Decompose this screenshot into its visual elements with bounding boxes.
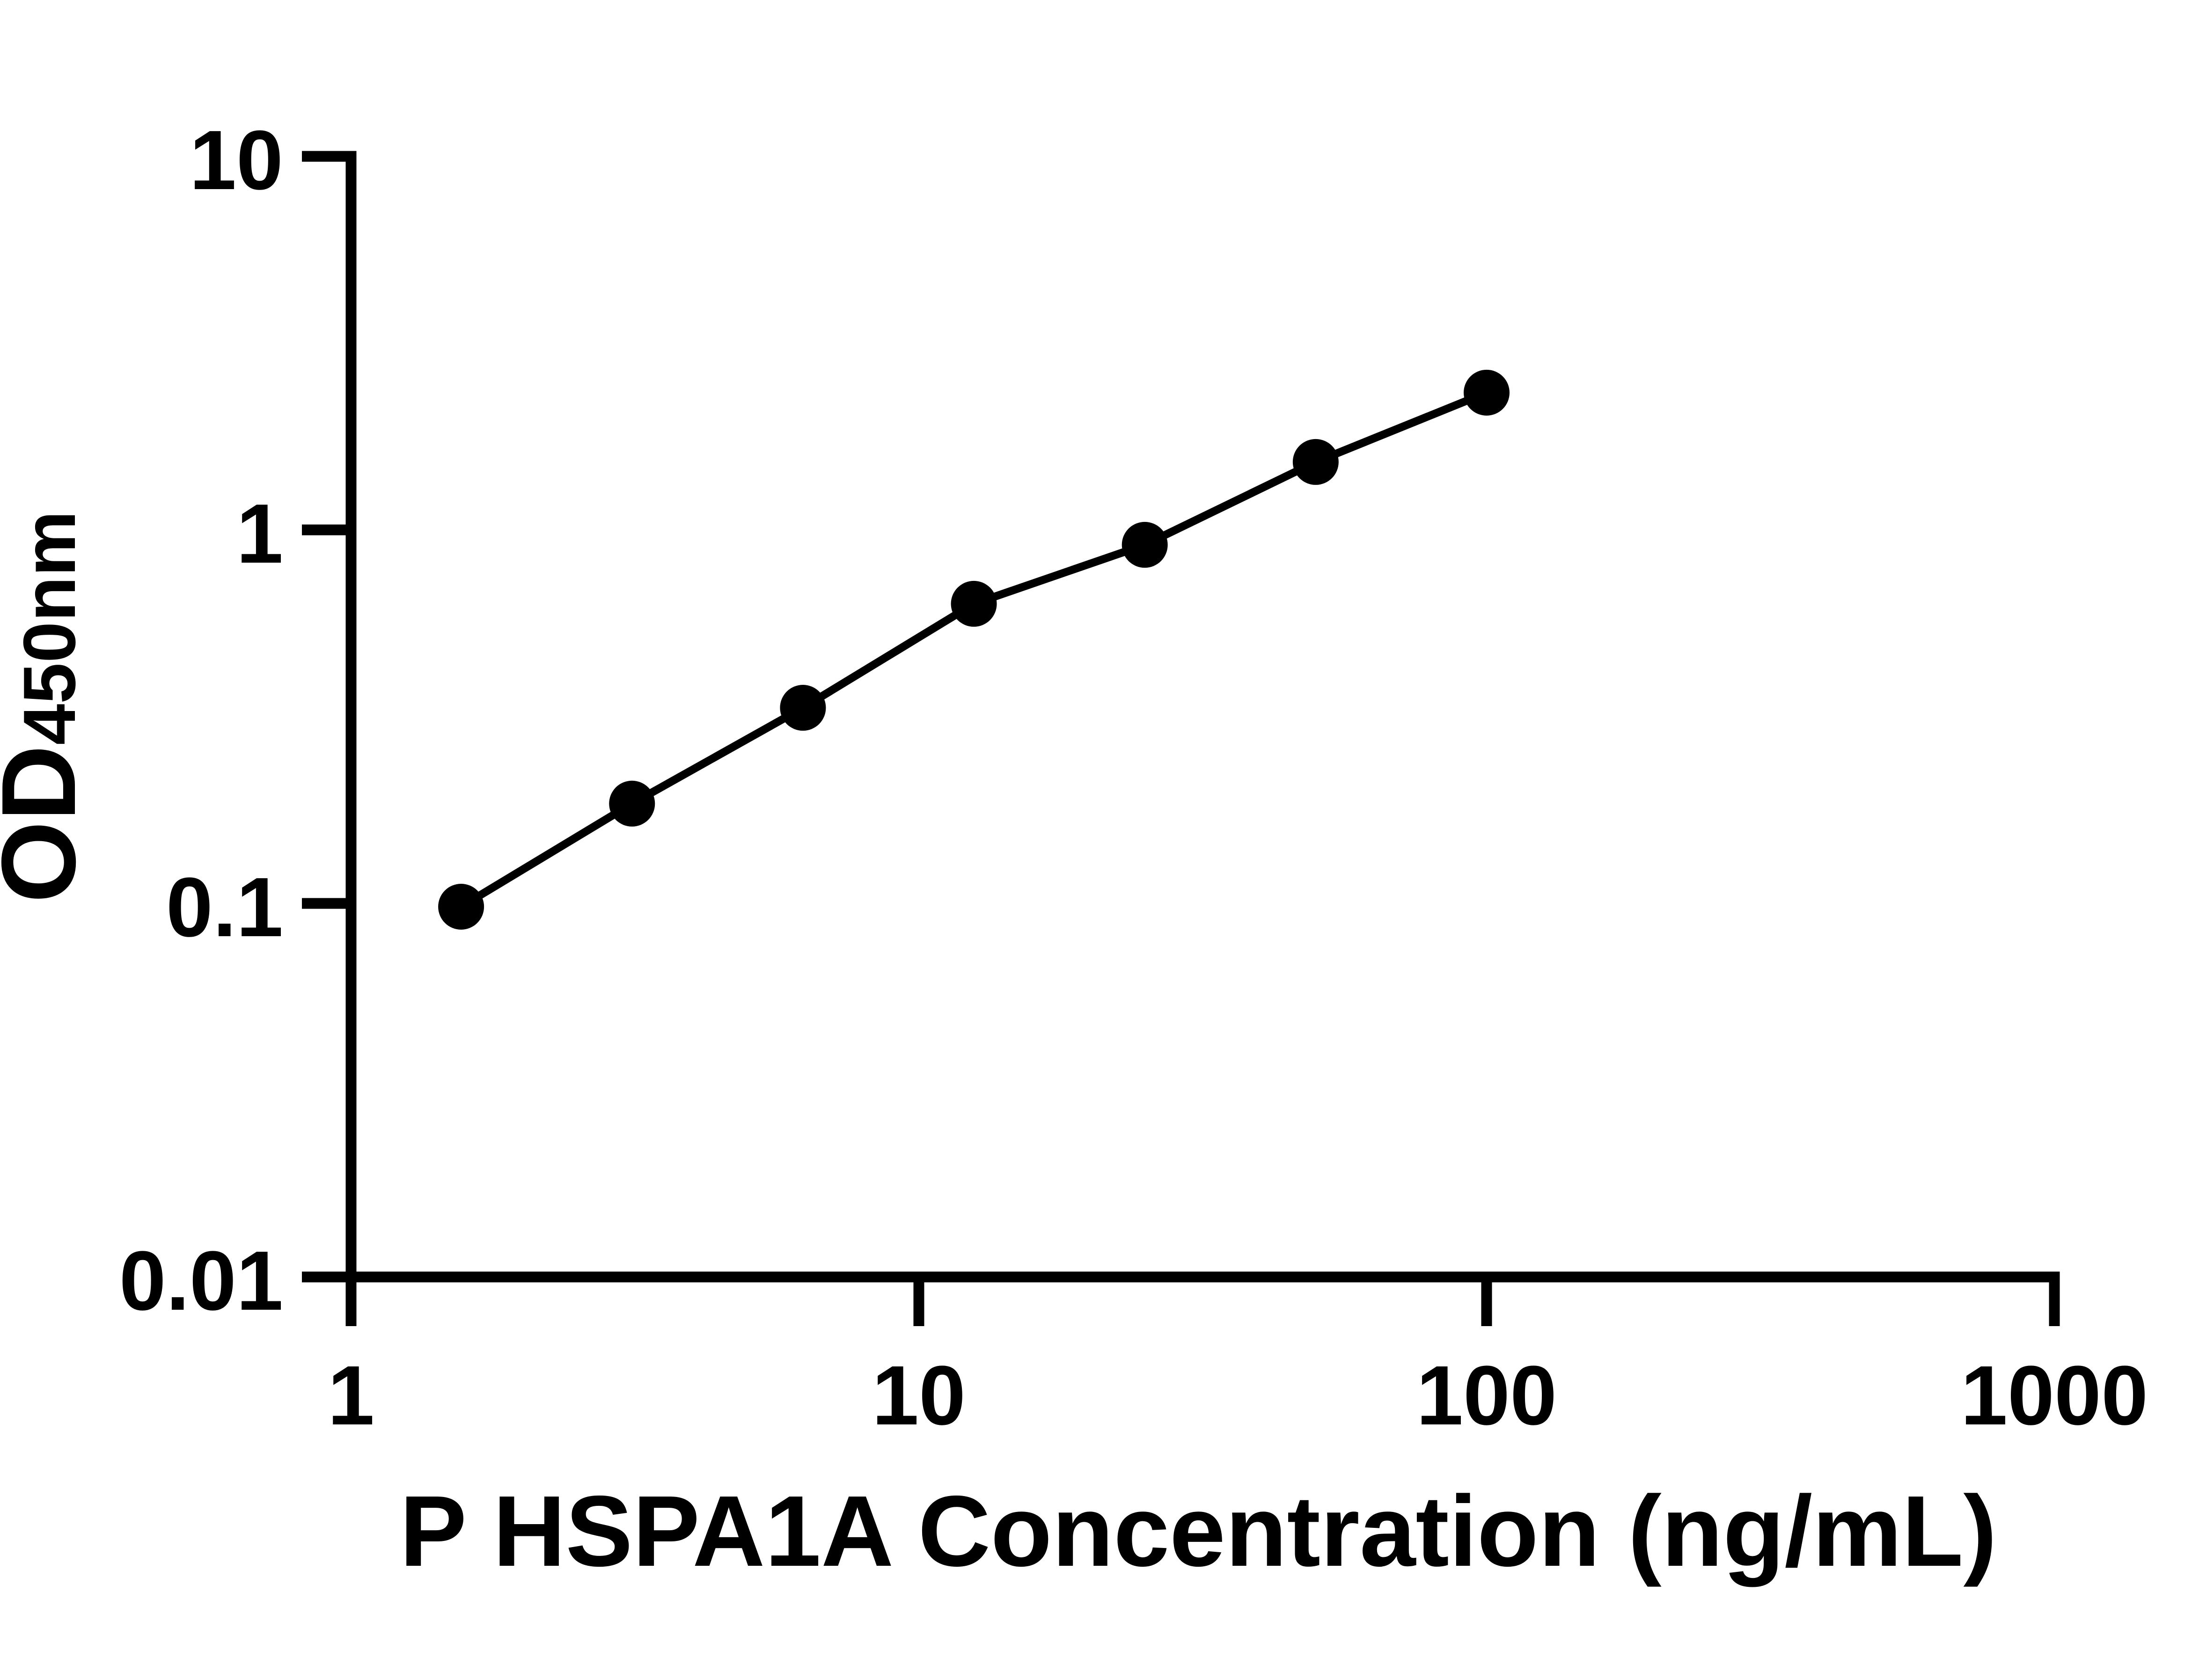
x-tick-label: 1 [328,1349,374,1443]
y-axis-title: OD450nm [0,511,97,903]
x-tick-label: 10 [872,1349,966,1443]
y-tick-label: 1 [236,487,283,581]
data-point [1464,369,1510,416]
data-point [1122,521,1168,568]
y-axis-title-sub: 450nm [8,511,91,745]
x-tick-label: 1000 [1961,1349,2148,1443]
data-point [1292,439,1339,485]
x-tick-label: 100 [1416,1349,1557,1443]
axes-group: 10 1 0.1 0.01 1 10 100 1000 [119,113,2148,1443]
y-tick-label: 10 [190,113,283,207]
y-tick-label: 0.01 [119,1234,283,1328]
y-tick-label: 0.1 [166,860,283,954]
y-axis-title-main: OD [0,745,97,903]
data-point [609,780,655,827]
series-group [438,369,1510,930]
x-axis-title: P HSPA1A Concentration (ng/mL) [400,1475,1997,1587]
data-point [438,884,484,930]
data-point [780,685,826,731]
data-point [951,580,997,627]
